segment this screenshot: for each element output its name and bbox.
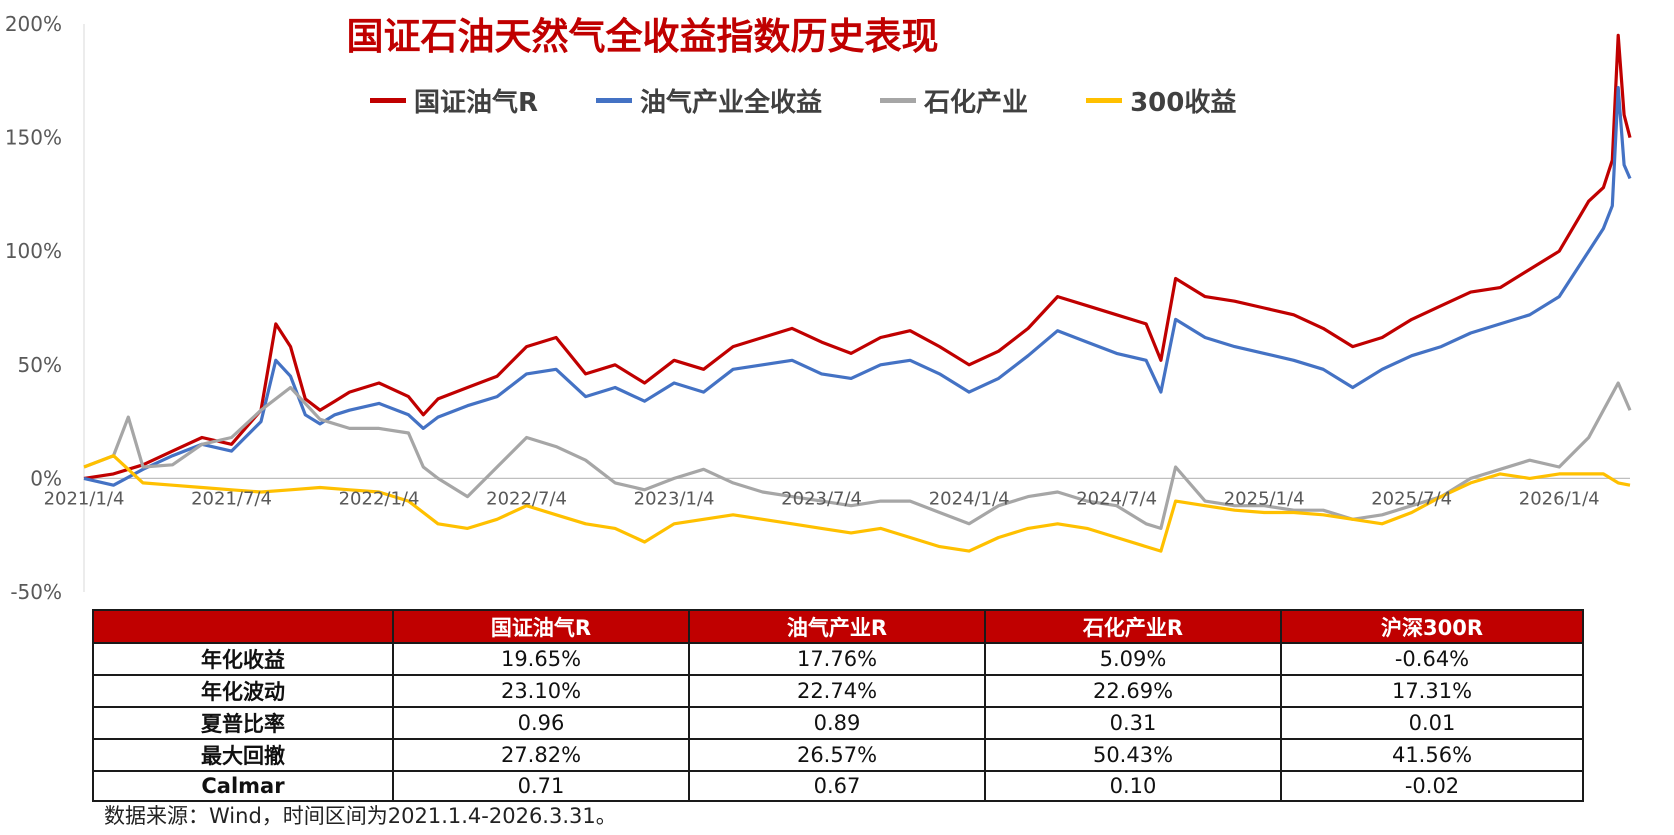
x-tick-label: 2025/1/4 [1224, 488, 1305, 509]
row-label: 年化收益 [92, 642, 394, 676]
table-cell: 0.01 [1280, 706, 1584, 740]
series-line-1 [83, 86, 1632, 487]
x-tick-label: 2021/7/4 [191, 488, 272, 509]
y-tick-label: -50% [10, 580, 62, 604]
table-cell: 22.69% [984, 674, 1282, 708]
table-cell: 0.10 [984, 770, 1282, 802]
legend-item-csi300: 300收益 [1086, 82, 1236, 119]
table-cell: 0.31 [984, 706, 1282, 740]
table-cell: -0.02 [1280, 770, 1584, 802]
table-header-cell: 油气产业R [688, 609, 986, 644]
legend-swatch [370, 98, 406, 103]
table-cell: 0.71 [392, 770, 690, 802]
table-row: 年化波动 23.10% 22.74% 22.69% 17.31% [92, 674, 1584, 708]
y-tick-label: 150% [5, 126, 62, 150]
y-tick-label: 200% [5, 12, 62, 36]
series-line-0 [83, 33, 1632, 480]
legend-item-guozheng: 国证油气R [370, 82, 538, 119]
table-cell: 19.65% [392, 642, 690, 676]
x-tick-label: 2022/7/4 [486, 488, 567, 509]
table-cell: 5.09% [984, 642, 1282, 676]
table-cell: 0.89 [688, 706, 986, 740]
stats-table: 国证油气R 油气产业R 石化产业R 沪深300R 年化收益 19.65% 17.… [92, 609, 1584, 802]
table-header-cell [92, 609, 394, 644]
table-cell: 0.67 [688, 770, 986, 802]
table-cell: 0.96 [392, 706, 690, 740]
row-label: Calmar [92, 770, 394, 802]
table-cell: 26.57% [688, 738, 986, 772]
row-label: 夏普比率 [92, 706, 394, 740]
row-label: 年化波动 [92, 674, 394, 708]
x-tick-label: 2025/7/4 [1371, 488, 1452, 509]
x-tick-label: 2022/1/4 [339, 488, 420, 509]
legend-label: 300收益 [1130, 88, 1237, 118]
table-row: Calmar 0.71 0.67 0.10 -0.02 [92, 770, 1584, 802]
line-chart: 200% 150% 100% 50% 0% -50% 2021/1/4 2021/7/4 202… [5, 12, 1632, 604]
table-row: 年化收益 19.65% 17.76% 5.09% -0.64% [92, 642, 1584, 676]
x-tick-label: 2023/1/4 [634, 488, 715, 509]
table-header-cell: 石化产业R [984, 609, 1282, 644]
legend-label: 石化产业 [924, 88, 1029, 118]
table-cell: 17.31% [1280, 674, 1584, 708]
series-line-3 [83, 454, 1631, 553]
x-tick-label: 2026/1/4 [1519, 488, 1600, 509]
legend-swatch [880, 98, 917, 103]
table-cell: 41.56% [1280, 738, 1584, 772]
chart-title: 国证石油天然气全收益指数历史表现 [346, 15, 939, 58]
legend-swatch [1086, 98, 1123, 103]
data-source-note: 数据来源：Wind，时间区间为2021.1.4-2026.3.31。 [104, 804, 617, 828]
table-cell: -0.64% [1280, 642, 1584, 676]
x-tick-label: 2024/1/4 [929, 488, 1010, 509]
legend: 国证油气R 油气产业全收益 石化产业 300收益 [370, 82, 1236, 119]
legend-swatch [596, 98, 633, 103]
x-tick-label: 2023/7/4 [781, 488, 862, 509]
table-cell: 17.76% [688, 642, 986, 676]
y-tick-label: 0% [30, 466, 62, 490]
table-row: 最大回撤 27.82% 26.57% 50.43% 41.56% [92, 738, 1584, 772]
table-header-cell: 国证油气R [392, 609, 690, 644]
legend-item-oilgas: 油气产业全收益 [596, 82, 822, 119]
x-tick-label: 2024/7/4 [1076, 488, 1157, 509]
table-row: 夏普比率 0.96 0.89 0.31 0.01 [92, 706, 1584, 740]
legend-label: 油气产业全收益 [640, 88, 823, 118]
table-header-row: 国证油气R 油气产业R 石化产业R 沪深300R [92, 609, 1584, 644]
table-header-cell: 沪深300R [1280, 609, 1584, 644]
table-cell: 27.82% [392, 738, 690, 772]
table-cell: 23.10% [392, 674, 690, 708]
y-tick-label: 100% [5, 239, 62, 263]
series-line-2 [83, 381, 1632, 530]
x-tick-label: 2021/1/4 [44, 488, 125, 509]
row-label: 最大回撤 [92, 738, 394, 772]
table-cell: 50.43% [984, 738, 1282, 772]
legend-item-petrochem: 石化产业 [880, 82, 1028, 119]
y-tick-label: 50% [18, 353, 62, 377]
legend-label: 国证油气R [414, 88, 539, 118]
table-cell: 22.74% [688, 674, 986, 708]
